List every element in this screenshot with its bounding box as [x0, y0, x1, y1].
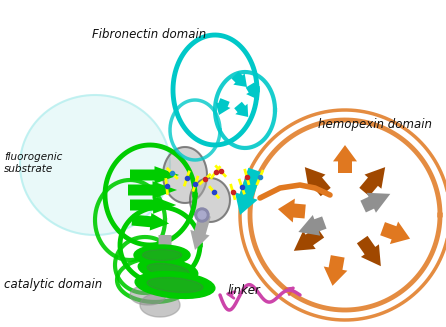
Circle shape: [195, 208, 209, 222]
FancyArrow shape: [130, 166, 179, 184]
Text: hemopexin domain: hemopexin domain: [318, 118, 432, 131]
Text: catalytic domain: catalytic domain: [4, 278, 102, 291]
FancyArrow shape: [215, 98, 231, 115]
FancyArrow shape: [235, 168, 262, 215]
Polygon shape: [190, 178, 230, 222]
Ellipse shape: [134, 245, 190, 265]
Ellipse shape: [138, 258, 198, 282]
Text: linker: linker: [228, 284, 261, 297]
Polygon shape: [20, 95, 170, 235]
Ellipse shape: [147, 263, 189, 277]
FancyArrow shape: [294, 227, 324, 251]
FancyArrow shape: [305, 167, 330, 196]
FancyArrow shape: [231, 72, 247, 87]
FancyArrow shape: [359, 167, 385, 196]
FancyArrow shape: [154, 235, 176, 275]
FancyArrow shape: [278, 198, 306, 222]
FancyArrow shape: [246, 82, 260, 100]
FancyArrow shape: [128, 181, 177, 199]
FancyArrow shape: [234, 102, 248, 117]
Polygon shape: [130, 285, 166, 305]
FancyArrow shape: [380, 222, 410, 244]
Ellipse shape: [135, 272, 215, 299]
Circle shape: [198, 211, 206, 219]
Text: fluorogenic
substrate: fluorogenic substrate: [4, 152, 62, 174]
FancyArrow shape: [190, 213, 211, 250]
Ellipse shape: [147, 278, 203, 293]
FancyArrow shape: [132, 213, 169, 231]
FancyArrow shape: [130, 196, 176, 214]
FancyArrow shape: [357, 236, 381, 266]
Ellipse shape: [142, 250, 182, 261]
Polygon shape: [163, 147, 207, 203]
FancyArrow shape: [333, 145, 357, 173]
FancyArrow shape: [324, 255, 347, 286]
FancyArrow shape: [360, 193, 390, 213]
FancyArrow shape: [298, 215, 326, 236]
Text: Fibronectin domain: Fibronectin domain: [92, 28, 206, 41]
Polygon shape: [140, 293, 180, 317]
